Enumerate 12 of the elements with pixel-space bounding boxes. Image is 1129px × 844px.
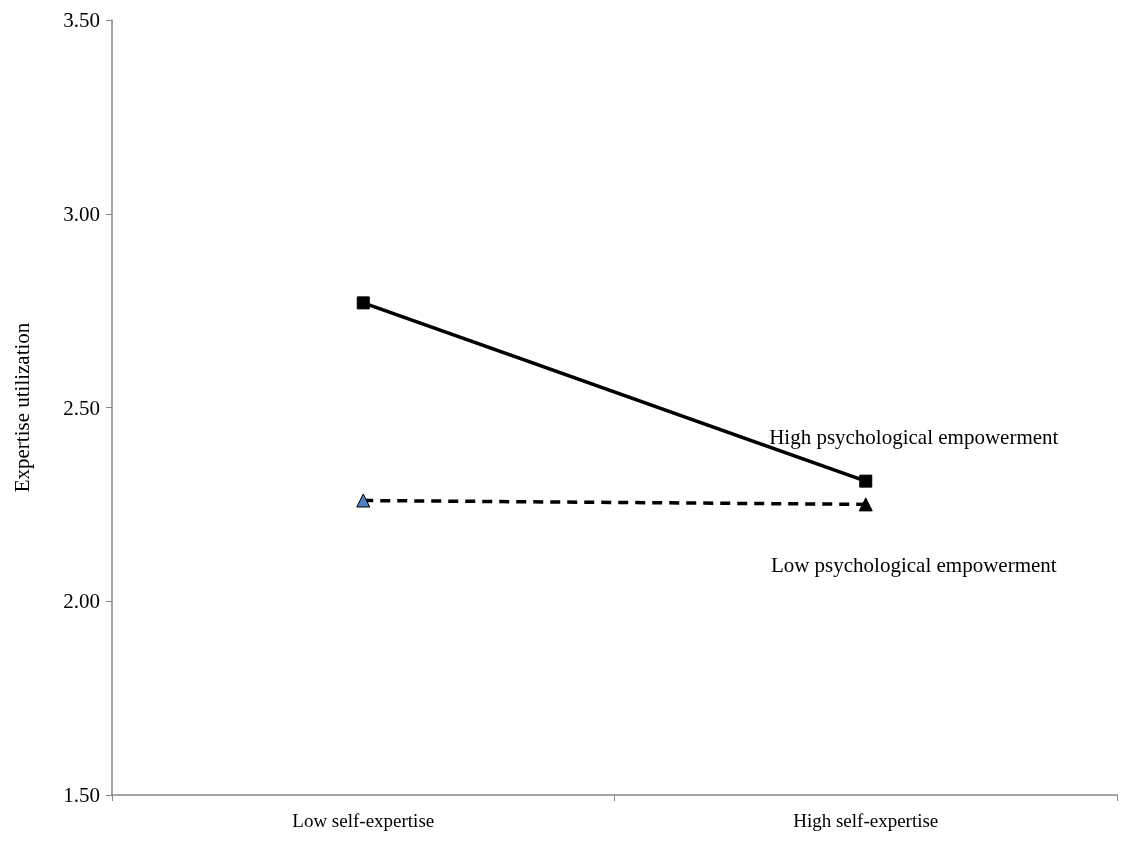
point: [859, 474, 873, 488]
y-tick-label: 1.50: [63, 783, 100, 807]
text: Low psychological empowerment: [770, 552, 1057, 577]
y-tick-label: 3.00: [63, 201, 100, 226]
series-label: High psychological empowerment: [769, 425, 1059, 450]
x-tick-label: High self-expertise: [793, 810, 939, 831]
y-tick-label: 2.50: [63, 395, 100, 420]
y-axis-title: Expertise utilization: [9, 322, 34, 493]
y-tick-label: 3.50: [63, 8, 100, 32]
x-tick-label: Low self-expertise: [292, 810, 435, 831]
point: [356, 296, 370, 310]
y-tick-label: 2.00: [63, 589, 100, 614]
